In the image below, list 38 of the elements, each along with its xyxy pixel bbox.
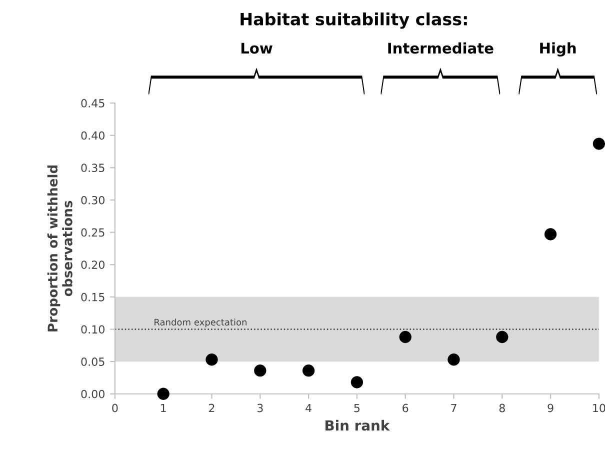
x-tick-label: 5 [354, 404, 360, 412]
y-tick-label: 0.00 [81, 390, 104, 398]
point [350, 376, 364, 388]
point [448, 354, 460, 366]
y-tick-label: 0.05 [81, 358, 104, 366]
x-tick-label: 8 [499, 404, 505, 412]
x-tick-label: 2 [209, 404, 214, 412]
point [399, 330, 412, 344]
y-tick-label: 0.15 [81, 292, 104, 302]
y-tick-label: 0.20 [81, 260, 104, 269]
x-tick-label: 7 [451, 404, 456, 412]
y-tick-label: 0.45 [81, 99, 104, 108]
chart-title: Habitat suitability class: [240, 12, 467, 29]
y-tick-label: 0.35 [81, 164, 104, 172]
text: Low [241, 42, 272, 54]
point [254, 364, 266, 377]
y-tick-label: 0.10 [81, 325, 104, 334]
point [302, 364, 315, 377]
y-tick-label: 0.25 [81, 228, 104, 237]
point [157, 388, 170, 400]
y-tick-label: 0.40 [81, 131, 104, 140]
x-axis-title: Bin rank [326, 420, 390, 431]
point [592, 138, 605, 150]
point [544, 228, 557, 240]
x-tick-label: 0 [112, 404, 118, 412]
text: High [540, 42, 576, 57]
point [206, 354, 218, 366]
x-tick-label: 4 [306, 404, 312, 412]
x-tick-label: 10 [593, 404, 605, 412]
x-tick-label: 6 [402, 404, 408, 412]
ref-line-label: Random expectation [154, 318, 246, 328]
text: Intermediate [388, 42, 494, 54]
y-axis-title: Proportion of withheld observations [47, 165, 72, 332]
x-tick-label: 1 [161, 404, 166, 412]
x-tick-label: 9 [548, 404, 554, 412]
point [496, 330, 508, 344]
y-tick-label: 0.30 [81, 196, 104, 204]
x-tick-label: 3 [257, 404, 263, 412]
